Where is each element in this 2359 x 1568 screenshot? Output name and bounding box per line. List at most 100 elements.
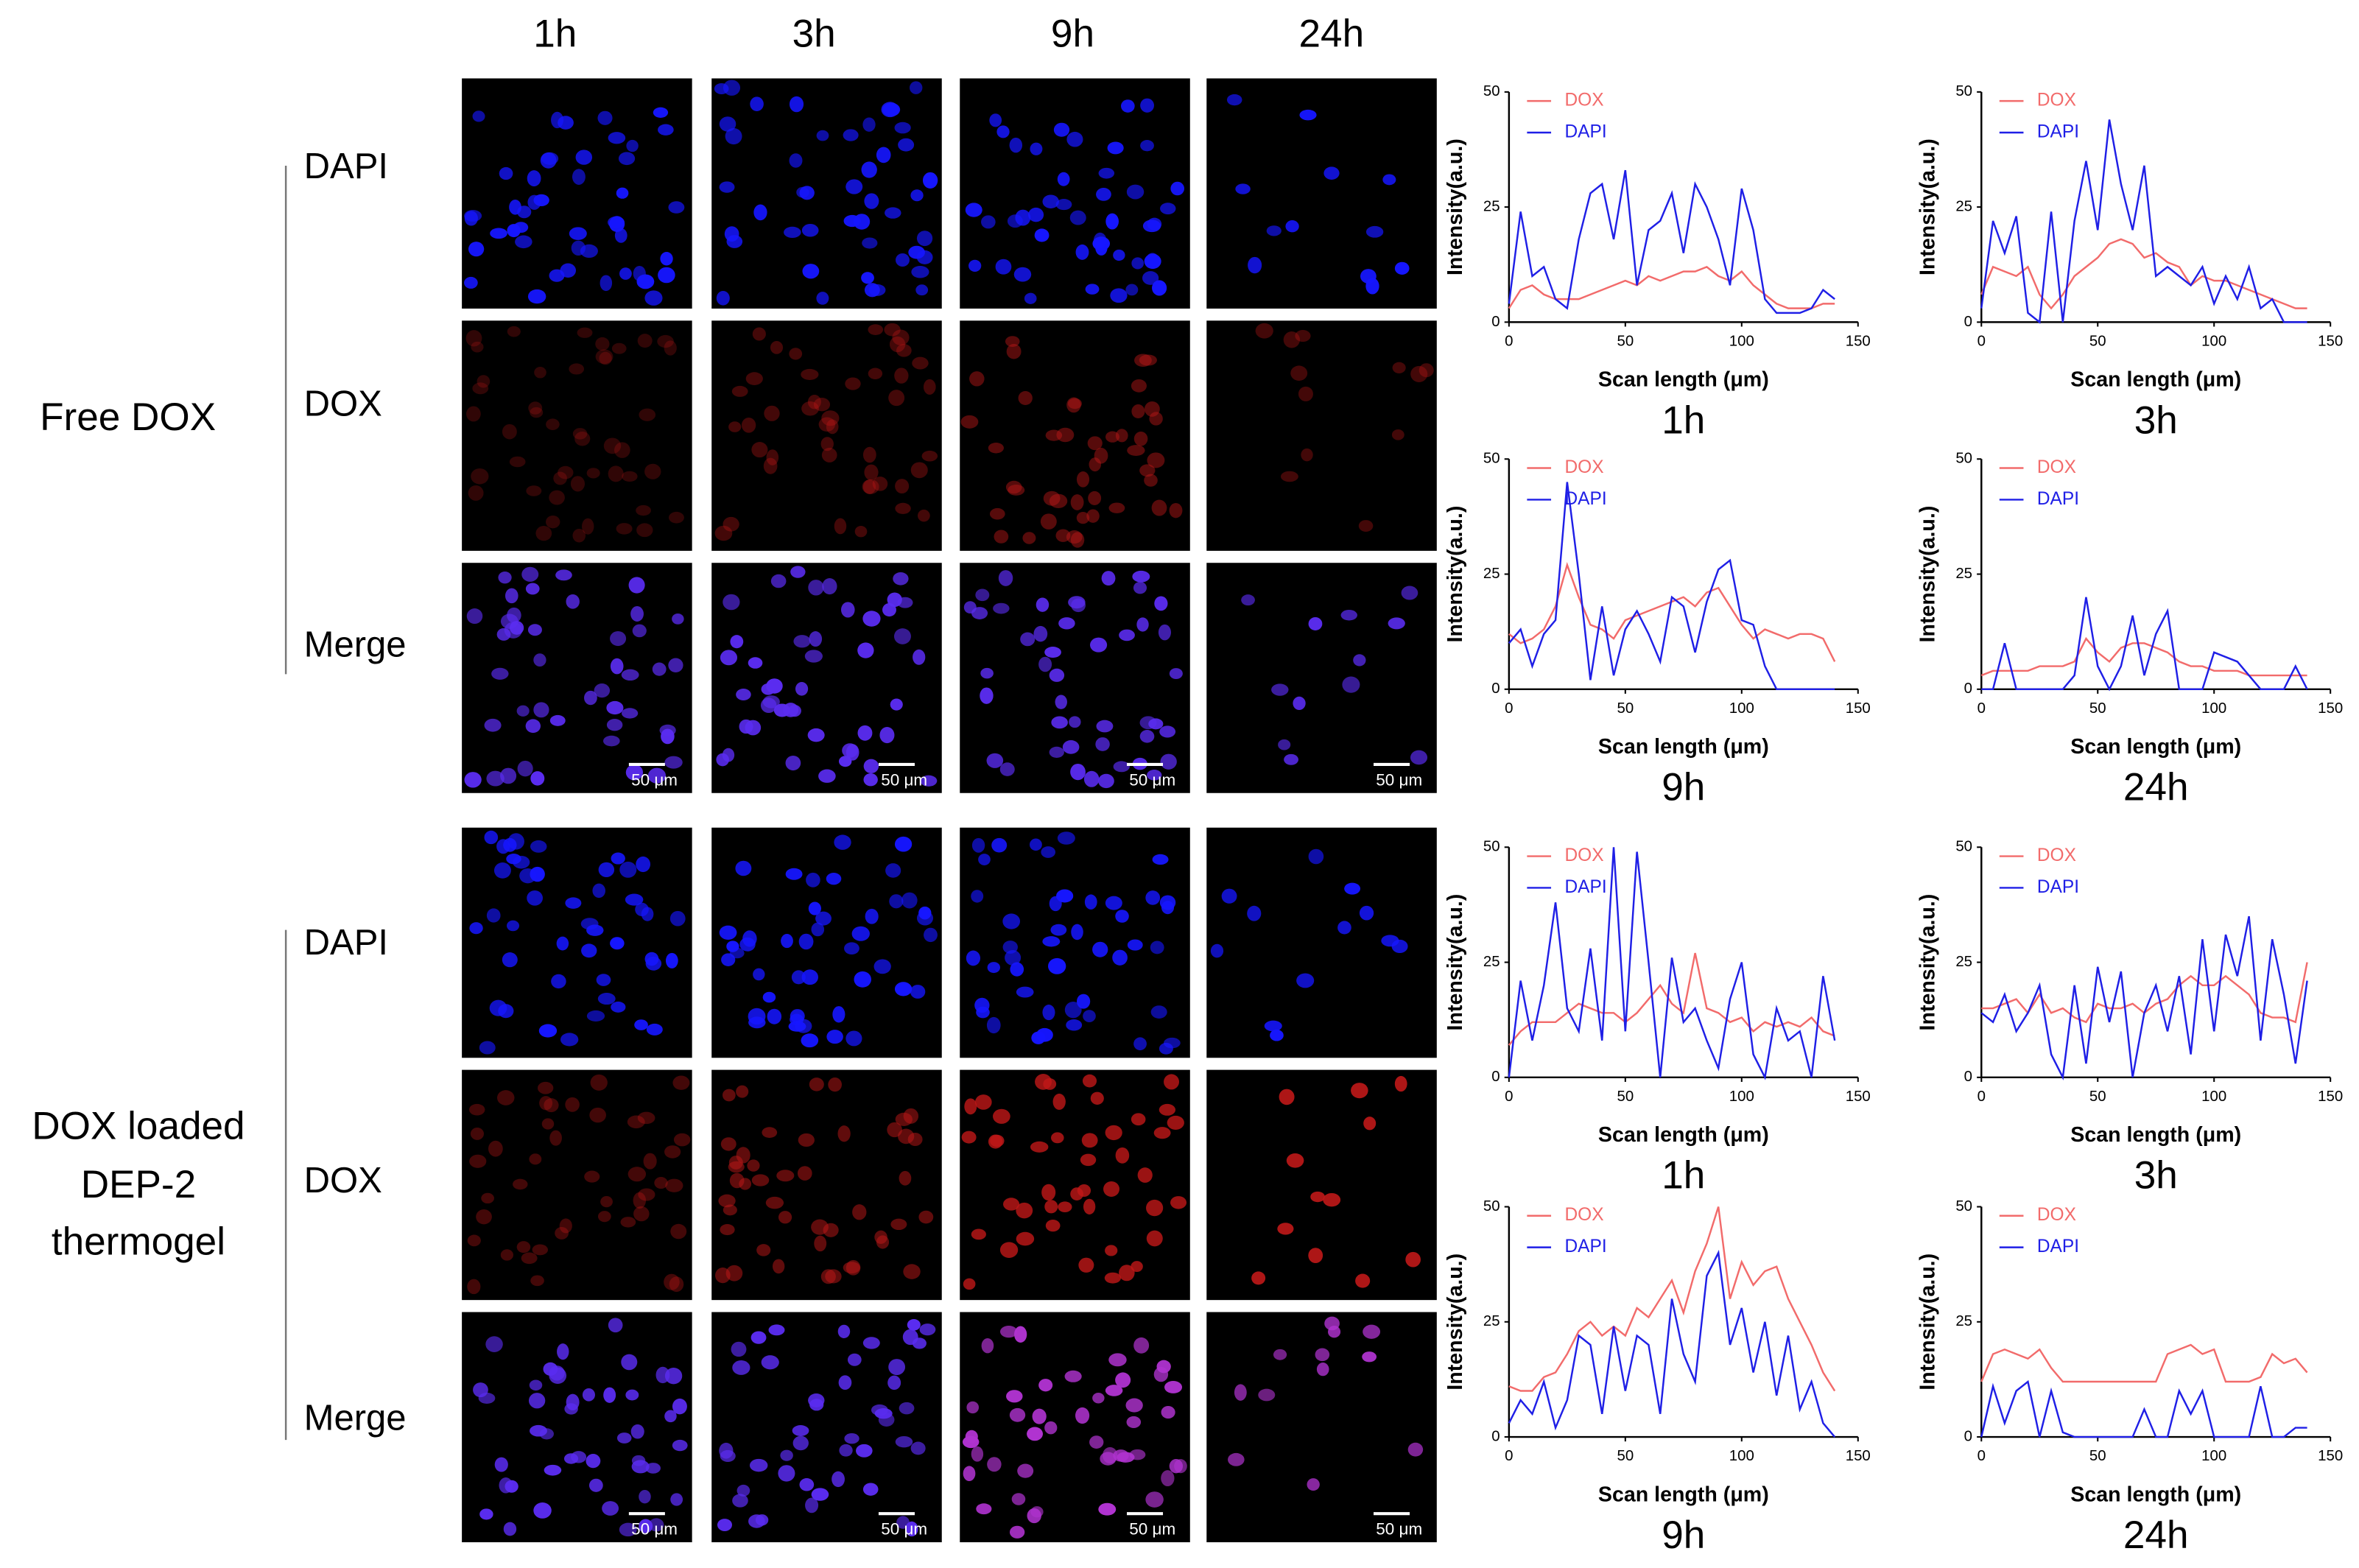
cell — [1005, 336, 1020, 347]
cell — [1049, 896, 1062, 912]
cell — [916, 250, 933, 264]
cell — [664, 1145, 681, 1159]
cell — [1129, 1449, 1146, 1460]
cell — [564, 1403, 578, 1415]
cell — [1131, 1261, 1143, 1272]
cell — [1271, 683, 1289, 696]
cell — [1071, 924, 1083, 941]
cell — [1234, 1384, 1247, 1401]
cell — [918, 906, 932, 920]
cell — [1351, 1083, 1368, 1099]
cell — [669, 910, 686, 927]
cell — [814, 1235, 827, 1252]
series-line — [1980, 238, 2307, 310]
micrograph-bg — [1206, 563, 1437, 793]
cell — [795, 681, 809, 696]
cell — [991, 837, 1008, 853]
cell — [1045, 1219, 1061, 1232]
cell — [644, 952, 659, 966]
cell — [574, 431, 591, 446]
cell — [895, 479, 910, 494]
x-tick-label: 150 — [2318, 333, 2343, 349]
group-label: thermogel — [52, 1220, 225, 1264]
cell — [672, 613, 684, 625]
cell — [776, 1170, 795, 1182]
cell — [584, 690, 597, 706]
cell — [903, 1264, 921, 1279]
cell — [464, 210, 482, 222]
cell — [987, 962, 1000, 974]
cell — [506, 920, 520, 932]
cell — [584, 1170, 600, 1183]
cell — [719, 925, 737, 941]
cell — [823, 1223, 839, 1237]
cell — [1407, 1442, 1424, 1457]
x-tick-label: 50 — [1617, 333, 1634, 349]
cell — [546, 515, 560, 529]
cell — [1159, 1103, 1176, 1116]
cell — [603, 735, 620, 747]
x-tick-label: 0 — [1505, 333, 1513, 349]
cell — [590, 1074, 608, 1091]
cell — [538, 1024, 558, 1038]
cell — [862, 446, 876, 463]
cell — [1119, 1265, 1135, 1282]
cell — [664, 340, 677, 356]
micrograph-bg — [960, 1069, 1190, 1301]
cell — [1169, 668, 1183, 680]
cell — [1044, 1200, 1058, 1214]
series-line — [1508, 562, 1836, 662]
cell — [894, 836, 913, 852]
cell — [963, 1278, 976, 1290]
cell — [630, 1424, 644, 1439]
micrograph — [462, 320, 692, 551]
cell — [1358, 520, 1374, 532]
micrograph — [1206, 1069, 1437, 1301]
series-line — [1508, 265, 1835, 309]
cell — [753, 968, 765, 981]
cell — [1365, 225, 1384, 238]
cell — [1139, 464, 1156, 477]
cell — [895, 253, 910, 267]
cell — [1410, 750, 1428, 765]
cell — [1032, 1408, 1047, 1424]
cell — [876, 147, 891, 164]
cell — [741, 417, 756, 433]
cell — [781, 934, 793, 949]
cell — [801, 368, 819, 381]
cell — [896, 1516, 910, 1529]
cell — [1041, 846, 1056, 858]
cell — [1098, 1502, 1117, 1516]
row-label: DOX — [304, 1161, 382, 1200]
cell — [1020, 632, 1036, 647]
legend-label: DOX — [2037, 91, 2076, 110]
cell — [620, 1217, 636, 1228]
cell — [828, 1077, 842, 1092]
cell — [569, 363, 585, 375]
cell — [965, 203, 982, 217]
cell — [1119, 629, 1135, 641]
cell — [1053, 122, 1070, 137]
cell — [1273, 1349, 1287, 1360]
cell — [872, 477, 888, 491]
y-tick-label: 0 — [1964, 314, 1972, 330]
cell — [912, 1337, 927, 1349]
cell — [1221, 888, 1237, 904]
micrograph-bg — [711, 1312, 942, 1543]
cell — [1131, 404, 1145, 419]
cell — [1105, 1245, 1118, 1256]
cell — [798, 933, 814, 950]
cell — [1036, 1027, 1053, 1042]
cell — [1038, 1379, 1053, 1392]
y-tick-label: 25 — [1483, 954, 1500, 970]
chart-title: 9h — [1662, 1513, 1705, 1557]
cell — [672, 1075, 690, 1090]
cell — [816, 130, 829, 141]
cell — [996, 125, 1010, 138]
cell — [770, 574, 787, 588]
cell — [1094, 447, 1108, 464]
cell — [1296, 973, 1315, 988]
cell — [844, 1432, 859, 1444]
x-tick-label: 50 — [1617, 1089, 1634, 1105]
cell — [920, 775, 938, 787]
